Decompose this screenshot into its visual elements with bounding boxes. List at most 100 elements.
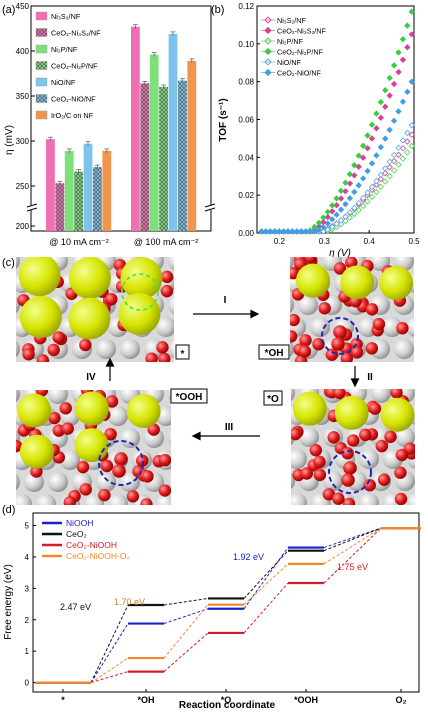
ce-atom (334, 395, 369, 430)
y-tick-label-b: 0.00 (238, 229, 254, 238)
data-point (355, 163, 362, 170)
legend-swatch-a (35, 11, 48, 21)
legend-swatch-a (35, 44, 48, 54)
ni-atom (36, 494, 56, 505)
ce-atom (292, 391, 327, 426)
o-atom (394, 466, 407, 479)
o-atom (365, 342, 379, 355)
data-point (337, 206, 345, 213)
panel-label-a: (a) (2, 4, 15, 16)
data-point (346, 195, 354, 202)
ni-atom (168, 474, 171, 490)
data-point (346, 171, 354, 178)
atom-layer (16, 257, 174, 362)
data-point (404, 129, 411, 137)
ce-atom (74, 391, 109, 426)
active-site-ring (121, 273, 159, 311)
data-point (355, 206, 362, 214)
legend-label-d: NiOOH (66, 518, 93, 528)
data-point (289, 228, 296, 235)
data-point (386, 126, 393, 133)
ce-atom (19, 434, 54, 469)
o-atom (368, 402, 382, 415)
ni-atom (419, 427, 428, 447)
data-point (329, 208, 336, 215)
o-atom (372, 317, 386, 331)
o-atom (156, 341, 169, 354)
ni-atom (156, 494, 171, 505)
ni-atom (382, 317, 402, 337)
energy-connector (163, 632, 209, 672)
y-tick-label-b: 0.08 (238, 78, 254, 87)
ni-atom (41, 361, 51, 362)
legend-label-a: Ni₂P/NF (51, 45, 78, 54)
data-point (377, 114, 384, 121)
data-point (351, 204, 358, 212)
free-energy-diagram: Free energy (eV) Reaction coordinate 0 1 2… (3, 512, 421, 711)
step-arrows (105, 309, 360, 441)
data-point (368, 160, 376, 167)
o-atom (158, 352, 171, 362)
data-point (329, 202, 336, 209)
data-point (390, 167, 398, 174)
o-atom (105, 292, 118, 306)
data-point (320, 223, 327, 231)
data-point (333, 211, 340, 218)
ni-atom (168, 257, 174, 271)
o-atom (147, 423, 160, 436)
data-point (377, 171, 384, 178)
svg-text:*: * (181, 349, 185, 360)
data-point (284, 228, 292, 235)
data-point (364, 132, 371, 139)
ni-atom (137, 361, 147, 362)
data-point (408, 78, 415, 85)
data-point (337, 217, 345, 224)
ni-atom (291, 493, 307, 505)
panel-label-d: (d) (2, 504, 15, 516)
adsorbate-o-atom (331, 337, 345, 351)
o-atom (160, 284, 174, 298)
ni-atom (359, 449, 379, 469)
ni-atom (291, 473, 295, 489)
ni-atom (96, 472, 116, 492)
energy-connector (163, 597, 209, 606)
data-point (399, 36, 407, 43)
data-point (359, 154, 367, 161)
o-atom (384, 430, 397, 444)
active-site-ring (328, 450, 372, 494)
legend-swatch-hatch (36, 28, 47, 37)
ni-atom (156, 317, 174, 337)
ni-atom (291, 389, 295, 401)
data-point (404, 149, 411, 156)
data-point (333, 202, 340, 209)
data-point (364, 167, 371, 175)
o-atom (327, 431, 340, 444)
bar-ni-p-nf (64, 150, 74, 231)
ni-atom (96, 339, 116, 359)
y-tick-label-d: 4 (25, 553, 30, 562)
svg-text:*O: *O (267, 394, 279, 405)
ce-atom (74, 428, 109, 463)
data-point (368, 193, 376, 201)
o-atom (59, 402, 72, 415)
state-tag-ooh: *OOH (170, 388, 208, 404)
energy-connector (323, 527, 382, 565)
step-label-d: O₂ (396, 695, 407, 705)
o-atom (313, 468, 327, 482)
overpotential-annotation: 1.70 eV (114, 597, 145, 607)
bar-nio-nf (168, 33, 178, 232)
y-axis-label-a: η (mV) (4, 125, 15, 155)
bar-ni-p-nf (149, 54, 159, 231)
data-point (404, 44, 411, 51)
reaction-mechanism-scheme: I II III IV * *OH *O *OOH (16, 257, 428, 505)
data-point (373, 110, 380, 117)
data-point (337, 187, 345, 194)
bar-iro-c-on-nf (102, 150, 112, 231)
ni-atom (363, 361, 373, 362)
structure-o (291, 389, 428, 505)
legend-label-b: CeO₂-Ni₂P/NF (277, 48, 324, 57)
data-point (373, 177, 380, 185)
o-atom (61, 422, 74, 435)
data-point (408, 122, 415, 129)
data-point (373, 152, 380, 159)
